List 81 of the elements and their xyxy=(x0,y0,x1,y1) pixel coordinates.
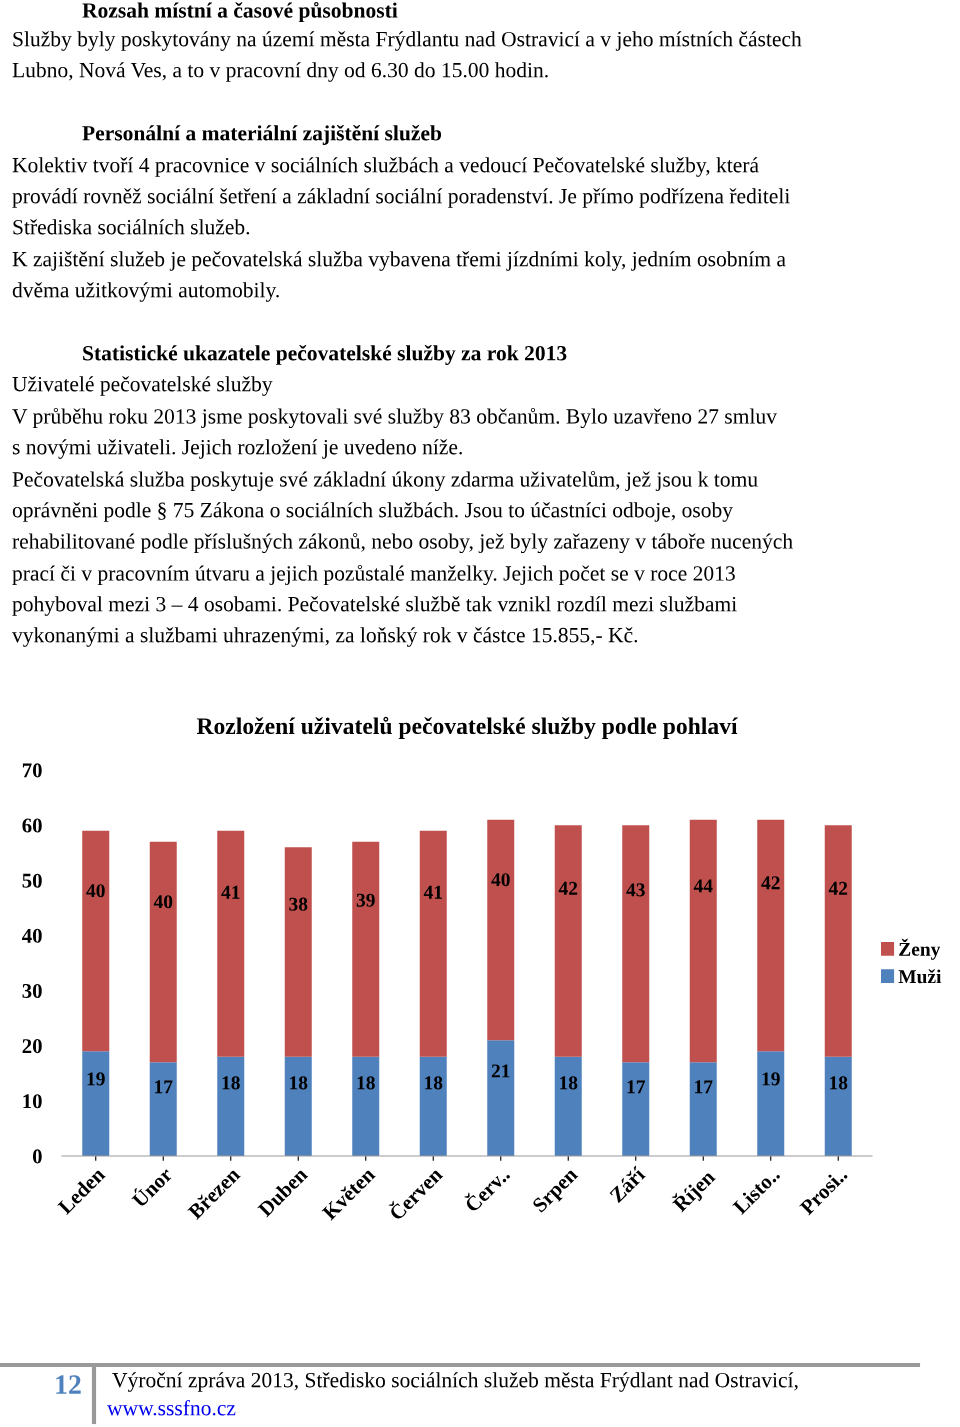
bar xyxy=(757,1051,785,1156)
data-label: 17 xyxy=(155,1080,173,1094)
text: s novými uživateli. Jejich rozložení je uvedeno níže. xyxy=(12,439,462,459)
data-label: 40 xyxy=(153,895,173,909)
bar xyxy=(149,1062,177,1156)
text: Lubno, Nová Ves, a to v pracovní dny od 6.30 do 15.00 hodin. xyxy=(12,62,548,82)
data-label: 18 xyxy=(357,1076,375,1090)
data-label: 42 xyxy=(828,881,848,895)
data-label: 40 xyxy=(86,884,105,898)
text: pohyboval mezi 3 – 4 osobami. Pečovatelské službě tak vznikl rozdíl mezi službami xyxy=(12,596,737,616)
chart-title: Rozložení uživatelů pečovatelské služby podle pohlaví xyxy=(196,716,738,739)
bar xyxy=(284,1056,312,1156)
text: Střediska sociálních služeb. xyxy=(13,219,250,235)
text: Pečovatelská služba poskytuje své základní úkony zdarma uživatelům, jež jsou k tomu xyxy=(12,470,758,492)
text: www.sssfno.cz xyxy=(107,1400,236,1416)
y-tick-label: 30 xyxy=(22,983,42,998)
bar xyxy=(82,1051,110,1156)
data-label: 39 xyxy=(356,893,375,907)
bar xyxy=(622,1062,650,1156)
text: Výroční zpráva 2013, Středisko sociálních služeb města Frýdlant nad Ostravicí, xyxy=(112,1372,798,1392)
bar xyxy=(82,830,110,1052)
data-label: 18 xyxy=(560,1076,578,1090)
y-tick-label: 60 xyxy=(22,818,42,833)
bar xyxy=(824,1056,852,1156)
data-label: 17 xyxy=(627,1080,645,1094)
text: Rozsah místní a časové působnosti xyxy=(82,1,398,23)
y-tick-label: 70 xyxy=(22,763,42,778)
text: Kolektiv tvoří 4 pracovnice v sociálních službách a vedoucí Pečovatelské služby, která xyxy=(12,157,759,177)
text: V průběhu roku 2013 jsme poskytovali své služby 83 občanům. Bylo uzavřeno 27 smluv xyxy=(12,407,777,429)
bar xyxy=(757,819,785,1052)
data-label: 21 xyxy=(491,1064,510,1078)
text: prací či v pracovním útvaru a jejich pozůstalé manželky. Jejich počet se v roce 2013 xyxy=(12,564,735,586)
data-label: 44 xyxy=(693,879,713,893)
bar xyxy=(689,1062,717,1156)
y-tick-label: 20 xyxy=(22,1039,42,1054)
data-label: 17 xyxy=(695,1080,713,1094)
bar xyxy=(419,830,447,1057)
data-label: 38 xyxy=(289,897,308,911)
text: oprávněni podle § 75 Zákona o sociálních službách. Jsou to účastníci odboje, osoby xyxy=(12,502,733,522)
data-label: 18 xyxy=(425,1076,443,1090)
text: Personální a materiální zajištění služeb xyxy=(82,125,442,145)
data-label: 18 xyxy=(830,1076,848,1090)
data-label: 41 xyxy=(221,885,240,899)
data-label: 43 xyxy=(626,883,645,897)
text: provádí rovněž sociální šetření a základní sociální poradenství. Je přímo podřízena řediteli xyxy=(12,188,790,208)
text: Statistické ukazatele pečovatelské služby za rok 2013 xyxy=(83,345,567,365)
y-tick-label: 10 xyxy=(23,1094,42,1109)
bar xyxy=(487,819,515,1041)
bar xyxy=(217,830,245,1057)
text: dvěma užitkovými automobily. xyxy=(12,282,279,302)
text: K zajištění služeb je pečovatelská služba vybavena třemi jízdními koly, jedním osobním a xyxy=(12,251,786,271)
data-label: 40 xyxy=(491,873,510,887)
data-label: 19 xyxy=(87,1072,105,1086)
legend-label: Ženy xyxy=(899,938,941,960)
bar xyxy=(419,1056,447,1156)
data-label: 19 xyxy=(762,1072,780,1086)
data-label: 18 xyxy=(222,1076,240,1090)
y-tick-label: 40 xyxy=(22,928,42,943)
data-label: 42 xyxy=(558,881,578,895)
bar xyxy=(352,1056,380,1156)
y-tick-label: 0 xyxy=(32,1149,42,1164)
bar xyxy=(824,825,852,1057)
legend-label: Muži xyxy=(898,969,942,984)
text: rehabilitované podle příslušných zákonů, nebo osoby, jež byly zařazeny v táboře nucených xyxy=(12,532,793,554)
bar xyxy=(149,841,177,1063)
bar xyxy=(622,825,650,1063)
bar xyxy=(554,1056,582,1156)
bar xyxy=(689,819,717,1063)
y-tick-label: 50 xyxy=(22,873,42,888)
text: Služby byly poskytovány na území města Frýdlantu nad Ostravicí a v jeho místních částech xyxy=(13,31,802,51)
bar xyxy=(352,841,380,1057)
data-label: 41 xyxy=(423,885,442,899)
bar xyxy=(217,1056,245,1156)
bar xyxy=(487,1040,515,1156)
bar xyxy=(284,847,312,1057)
text: Uživatelé pečovatelské služby xyxy=(12,376,273,396)
bar xyxy=(554,825,582,1057)
text: vykonanými a službami uhrazenými, za loňský rok v částce 15.855,- Kč. xyxy=(12,627,638,647)
text: 12 xyxy=(56,1375,81,1394)
data-label: 42 xyxy=(761,876,780,890)
data-label: 18 xyxy=(290,1076,308,1090)
